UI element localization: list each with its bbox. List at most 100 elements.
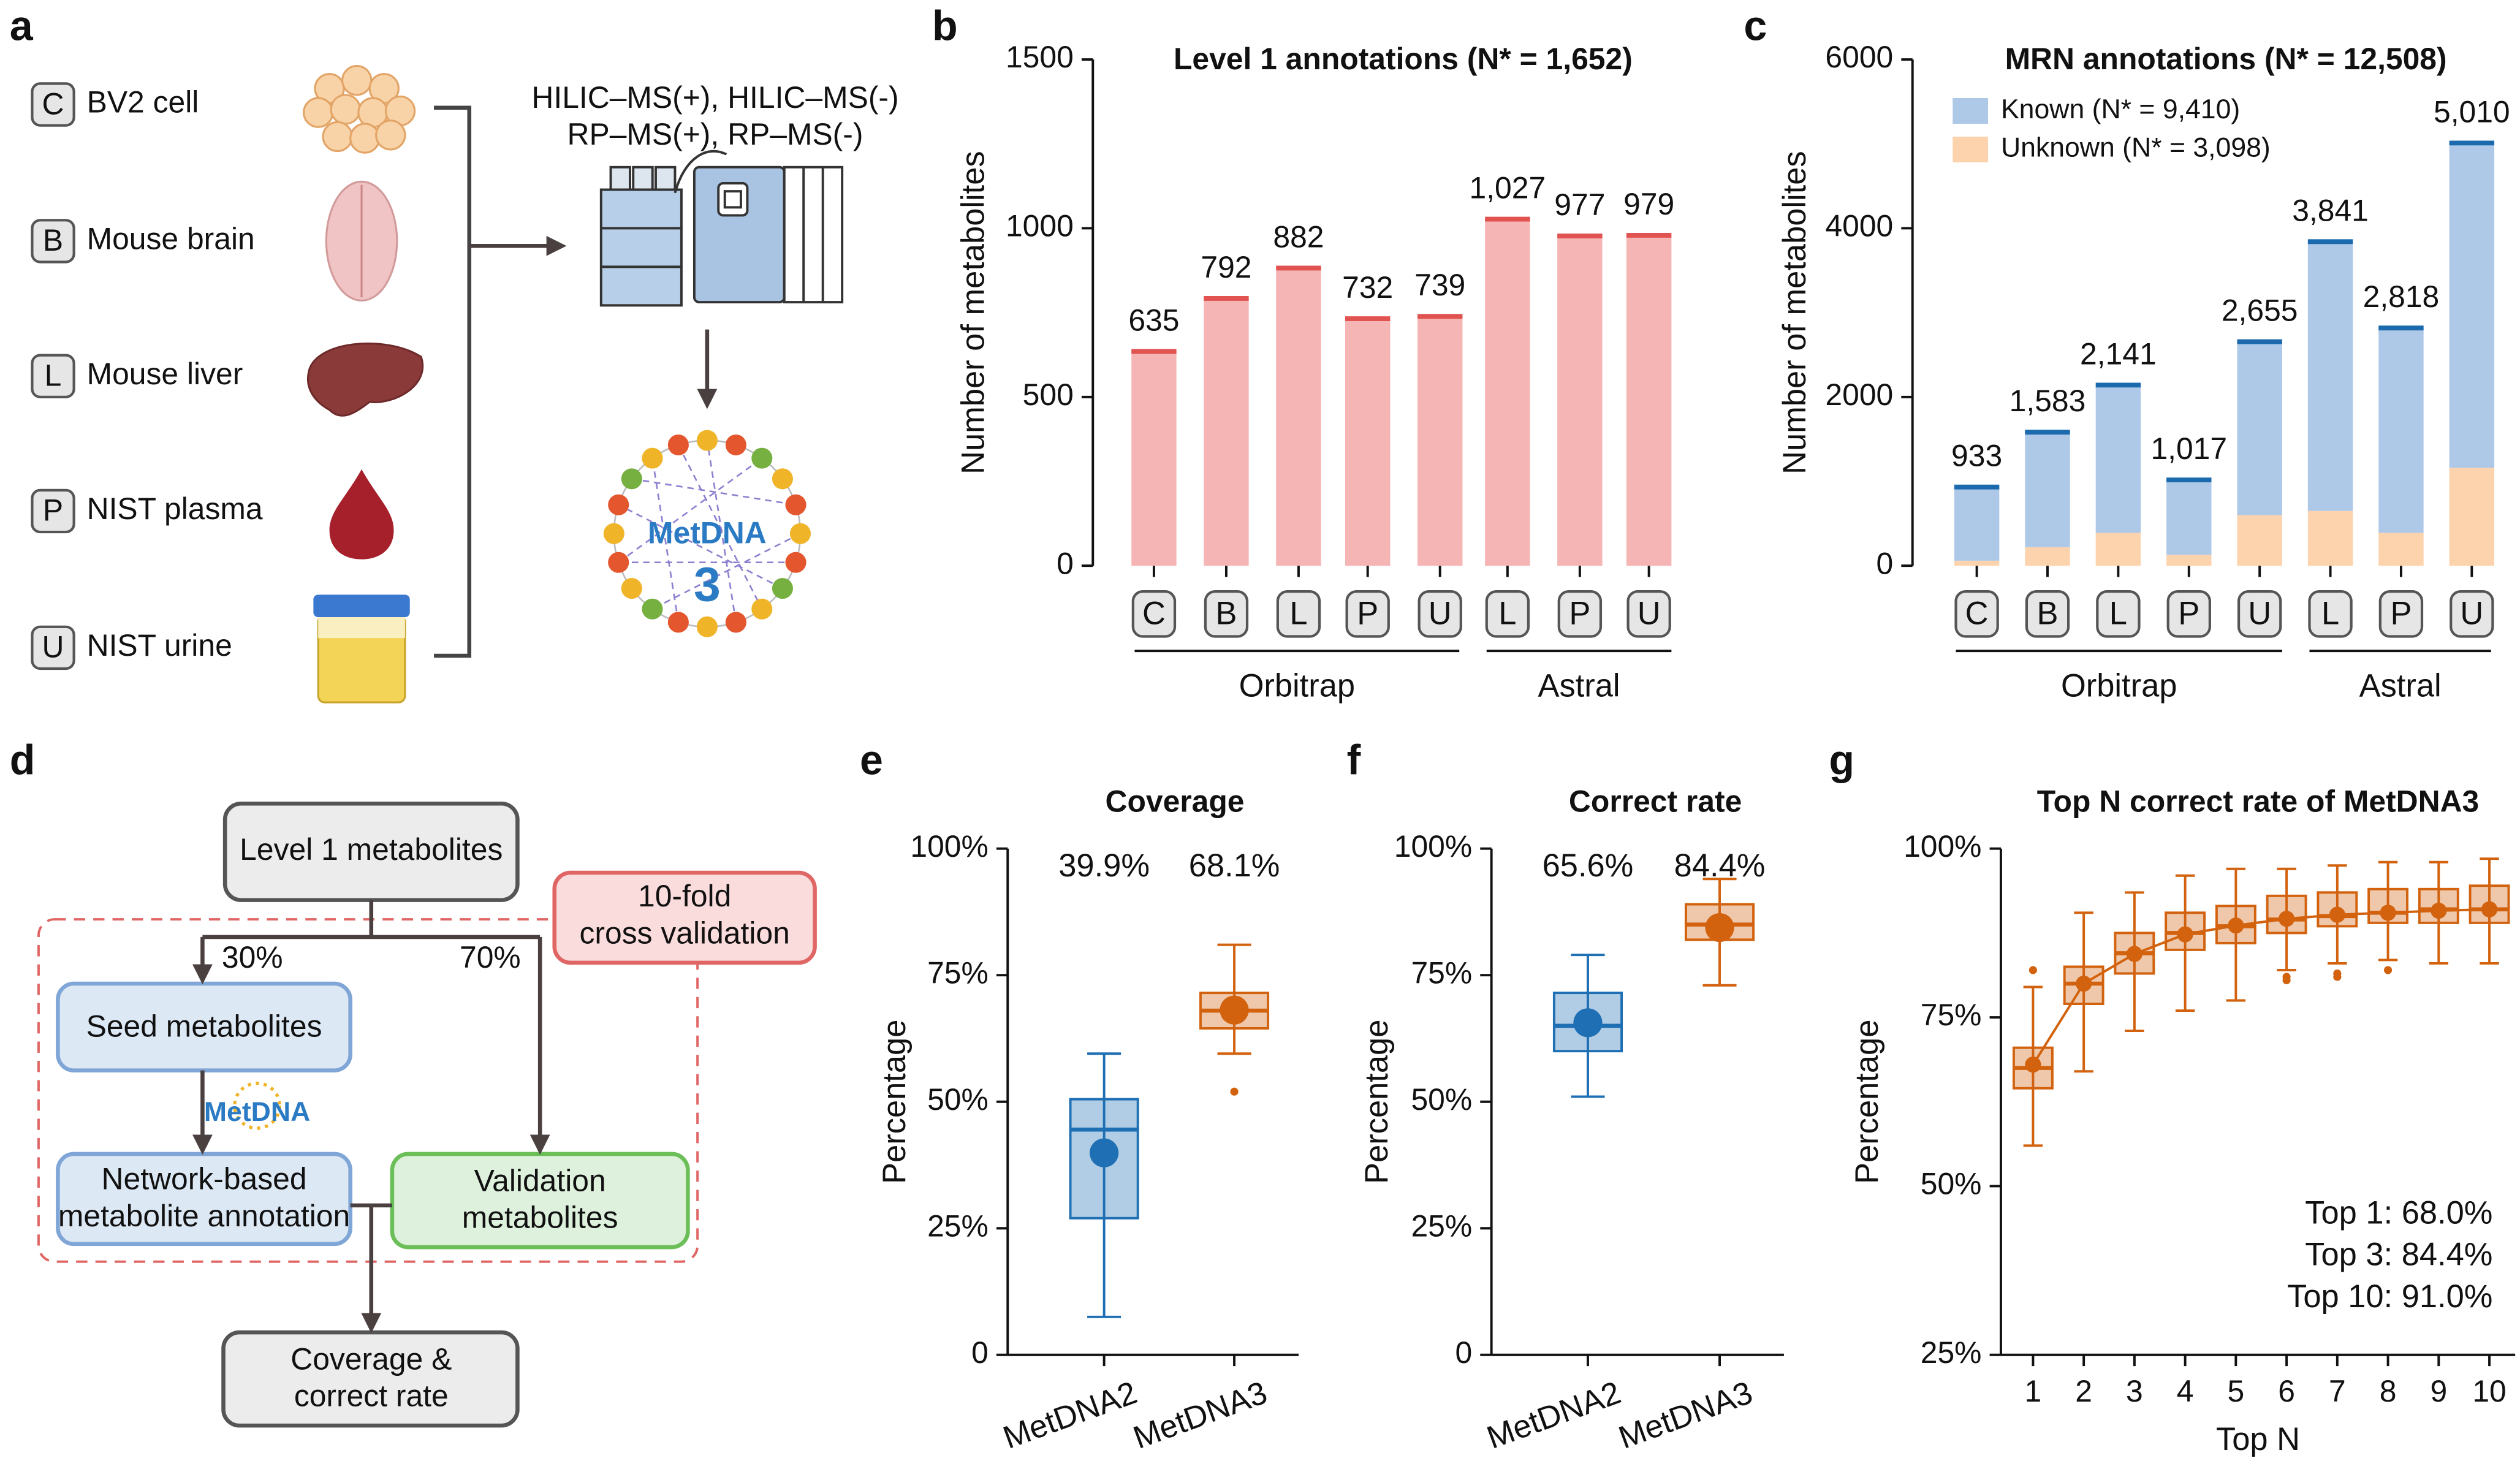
- sample-list: C BV2 cell B Mouse brain L Mouse liver P…: [31, 82, 263, 670]
- panel-d: d Level 1 metabolites 10-fold cross vali…: [10, 737, 817, 1428]
- node-label: Seed metabolites: [86, 1009, 322, 1044]
- network-dot: [696, 616, 718, 637]
- x-tick-label: MetDNA3: [1614, 1375, 1757, 1456]
- y-tick-label: 1500: [1006, 40, 1074, 74]
- bar: [1626, 235, 1672, 566]
- x-tick-label: L: [1289, 596, 1307, 631]
- category-box: [1626, 590, 1671, 638]
- y-axis-label: Percentage: [877, 1020, 913, 1184]
- mean-dot: [2076, 975, 2092, 992]
- bar: [1131, 351, 1177, 566]
- y-tick-label: 100%: [1903, 829, 1981, 864]
- mean-dot: [1573, 1008, 1603, 1038]
- bar-segment: [2449, 468, 2495, 566]
- mean-dot: [2278, 911, 2295, 927]
- x-tick-label: P: [2390, 596, 2412, 631]
- x-tick-label: MetDNA3: [1129, 1375, 1272, 1456]
- method-text: RP–MS(+), RP–MS(-): [567, 117, 863, 151]
- category-box: [1345, 590, 1390, 638]
- x-tick-label: L: [1498, 596, 1516, 631]
- sample-code: U: [42, 630, 64, 664]
- x-tick-label: U: [1638, 596, 1661, 631]
- chart-title: Top N correct rate of MetDNA3: [2037, 784, 2479, 818]
- mean-dot: [2481, 901, 2498, 917]
- y-tick-label: 50%: [1411, 1082, 1472, 1117]
- outlier: [2384, 966, 2393, 974]
- network-dot: [621, 468, 642, 490]
- legend-label: Known (N* = 9,410): [2001, 94, 2240, 124]
- y-tick-label: 75%: [927, 955, 989, 990]
- x-tick-label: 7: [2329, 1374, 2346, 1408]
- bar-segment: [2166, 480, 2212, 555]
- y-tick-label: 100%: [910, 829, 988, 864]
- flow-edges: [192, 900, 550, 1334]
- node-label: metabolite annotation: [58, 1199, 350, 1233]
- network-dot: [603, 523, 624, 544]
- mean-dot: [2380, 905, 2396, 921]
- sample-name: NIST plasma: [87, 492, 263, 526]
- x-tick-label: B: [2037, 596, 2059, 631]
- total-label: 2,141: [2080, 336, 2157, 371]
- logo-version: 3: [694, 558, 721, 612]
- mean-dot: [1220, 995, 1249, 1025]
- category-box: [1557, 590, 1603, 638]
- bar-segment: [2166, 555, 2212, 566]
- code-box: [31, 488, 75, 534]
- category-box: [1131, 590, 1177, 638]
- chart-title: Coverage: [1105, 784, 1244, 818]
- network-edge: [706, 440, 737, 623]
- network-icon: [603, 430, 811, 637]
- network-dot: [725, 612, 746, 633]
- sample-name: Mouse liver: [87, 357, 243, 391]
- y-tick-label: 50%: [927, 1082, 989, 1117]
- network-dot: [642, 447, 663, 469]
- node-label: Validation: [474, 1163, 606, 1198]
- network-dot: [696, 430, 718, 451]
- x-tick-label: P: [1569, 596, 1590, 631]
- x-tick-label: 4: [2177, 1374, 2194, 1408]
- sample-code: P: [43, 493, 63, 528]
- x-tick-label: 8: [2380, 1374, 2397, 1408]
- network-dot: [772, 468, 793, 490]
- value-label: 739: [1414, 268, 1465, 302]
- network-dot: [751, 447, 773, 469]
- sample-name: BV2 cell: [87, 85, 199, 120]
- y-axis-label: Percentage: [1359, 1020, 1395, 1184]
- outlier: [1230, 1087, 1239, 1096]
- legend-swatch: [1953, 98, 1988, 124]
- bar: [1485, 219, 1530, 566]
- group-label: Orbitrap: [1239, 668, 1355, 704]
- x-tick-label: MetDNA2: [998, 1375, 1141, 1456]
- category-box: [1204, 590, 1249, 638]
- annotation: Top 1: 68.0%: [2305, 1195, 2492, 1231]
- category-box: [2237, 590, 2282, 638]
- method-text: HILIC–MS(+), HILIC–MS(-): [531, 80, 898, 115]
- code-box: [31, 82, 75, 127]
- x-tick-label: U: [1429, 596, 1452, 631]
- bar-segment: [2025, 547, 2070, 566]
- network-dot: [751, 598, 773, 620]
- flow-node: [552, 870, 817, 965]
- bar-segment: [2378, 533, 2424, 566]
- code-box: [31, 625, 75, 670]
- logo-text: MetDNA: [204, 1097, 310, 1127]
- bracket: [434, 105, 472, 658]
- x-tick-label: C: [1142, 596, 1166, 631]
- x-tick-label: P: [1357, 596, 1378, 631]
- network-dot: [667, 434, 689, 456]
- x-axis-label: Top N: [2216, 1422, 2300, 1457]
- y-tick-label: 2000: [1825, 378, 1893, 412]
- panel-label: f: [1347, 737, 1361, 784]
- cv-region: [37, 918, 699, 1263]
- category-box: [2025, 590, 2070, 638]
- category-box: [1418, 590, 1462, 638]
- y-tick-label: 1000: [1006, 209, 1074, 243]
- bar-segment: [2378, 328, 2424, 533]
- category-box: [2166, 590, 2211, 638]
- mean-label: 65.6%: [1543, 848, 1634, 884]
- x-tick-label: L: [2321, 596, 2339, 631]
- y-tick-label: 100%: [1394, 829, 1472, 864]
- total-label: 1,017: [2150, 431, 2227, 466]
- value-label: 732: [1342, 270, 1393, 305]
